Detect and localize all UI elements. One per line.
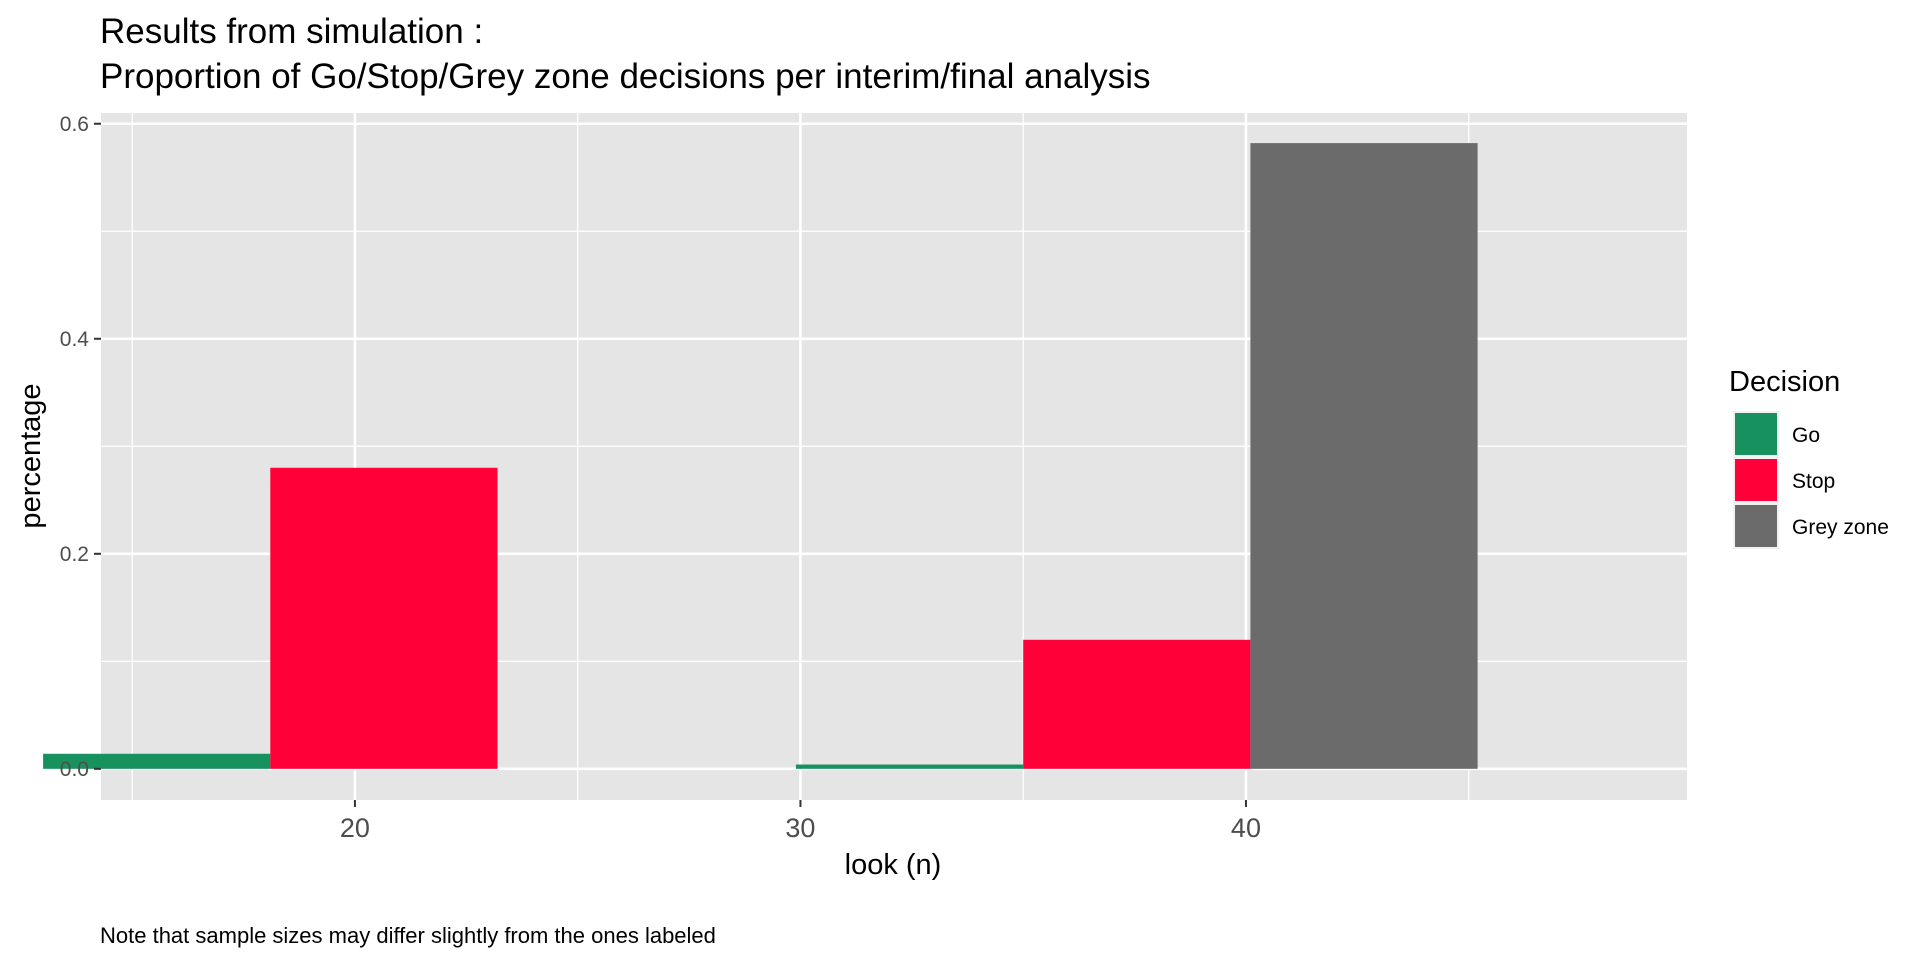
y-axis-title: percentage [15, 383, 47, 528]
x-axis: 20 30 40 [340, 800, 1261, 843]
bar-grey-zone [1250, 143, 1478, 769]
chart-caption: Note that sample sizes may differ slight… [100, 923, 716, 948]
y-tick-label: 0.0 [60, 758, 89, 781]
x-tick-label: 30 [785, 813, 815, 843]
legend-label: Go [1792, 424, 1820, 447]
x-axis-title: look (n) [845, 849, 942, 881]
y-tick-label: 0.4 [60, 328, 90, 351]
y-tick-label: 0.6 [60, 113, 89, 136]
y-tick-label: 0.2 [60, 543, 89, 566]
legend-label: Stop [1792, 470, 1835, 493]
x-tick-label: 20 [340, 813, 370, 843]
y-axis: 0.0 0.2 0.4 0.6 [60, 113, 101, 781]
legend-title: Decision [1729, 366, 1840, 398]
chart-title-line1: Results from simulation : [100, 12, 483, 51]
chart-title-line2: Proportion of Go/Stop/Grey zone decision… [100, 57, 1151, 96]
bars [43, 143, 1478, 769]
legend-label: Grey zone [1792, 516, 1889, 539]
legend-key-stop [1735, 459, 1777, 501]
bar-go [795, 764, 1024, 769]
legend-key-go [1735, 413, 1777, 455]
x-tick-label: 40 [1231, 813, 1261, 843]
bar-stop [1023, 639, 1251, 769]
bar-go [43, 753, 271, 769]
legend: Decision Go Stop Grey zone [1729, 366, 1889, 549]
legend-key-grey-zone [1735, 505, 1777, 547]
bar-stop [270, 467, 498, 769]
